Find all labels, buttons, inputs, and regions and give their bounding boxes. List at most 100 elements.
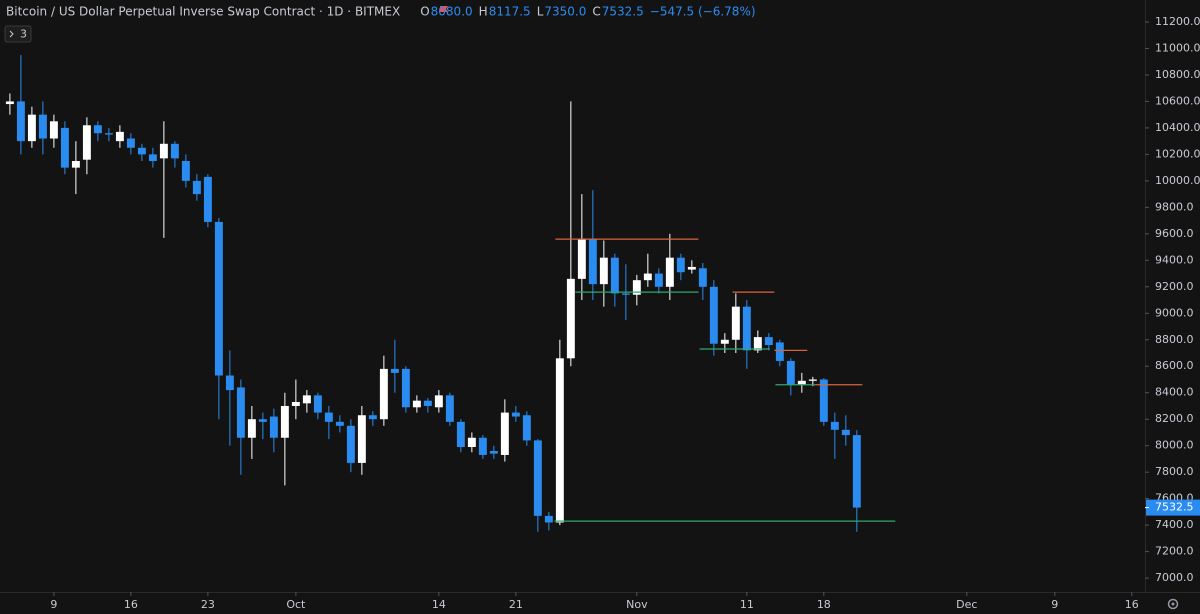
plot-area xyxy=(5,55,896,532)
y-tick-label: 8400.0 xyxy=(1155,386,1194,399)
candle-body xyxy=(764,337,773,346)
candle-body xyxy=(71,161,80,168)
candle-body xyxy=(511,412,520,417)
candle-body xyxy=(214,221,223,376)
candle-body xyxy=(478,437,487,455)
candle-body xyxy=(676,257,685,273)
candle-body xyxy=(280,405,289,438)
x-tick-label: Oct xyxy=(286,598,306,611)
candle-body xyxy=(148,154,157,162)
gear-icon[interactable] xyxy=(1167,598,1179,610)
x-tick-label: 16 xyxy=(124,598,138,611)
x-tick-label: 18 xyxy=(817,598,831,611)
candle-body xyxy=(819,379,828,422)
x-tick-label: 14 xyxy=(432,598,446,611)
candle-body xyxy=(775,342,784,361)
candle-body xyxy=(456,421,465,448)
candle-body xyxy=(379,368,388,420)
candle-body xyxy=(203,176,212,222)
indicator-count: 3 xyxy=(20,28,27,41)
candle-body xyxy=(445,395,454,422)
candle-body xyxy=(423,400,432,406)
candle-body xyxy=(5,101,14,105)
y-tick-label: 7800.0 xyxy=(1155,465,1194,478)
candle-body xyxy=(181,161,190,181)
candle-body xyxy=(170,143,179,159)
ohlc-value: 8117.5 xyxy=(489,5,531,19)
candle-body xyxy=(841,429,850,436)
candle-body xyxy=(731,306,740,340)
candle-body xyxy=(38,114,47,139)
candle-body xyxy=(247,419,256,438)
exchange-flag xyxy=(440,6,448,12)
settings-gear[interactable] xyxy=(1167,598,1179,610)
x-tick-label: 21 xyxy=(509,598,523,611)
candle-body xyxy=(522,415,531,441)
candle-body xyxy=(16,101,25,142)
y-tick-label: 7000.0 xyxy=(1155,571,1194,584)
indicator-toggle[interactable]: 3 xyxy=(4,25,32,43)
y-tick-label: 10600.0 xyxy=(1155,94,1200,107)
y-tick-label: 10800.0 xyxy=(1155,68,1200,81)
y-tick-label: 8600.0 xyxy=(1155,359,1194,372)
candle-body xyxy=(324,412,333,422)
x-tick-label: Nov xyxy=(626,598,648,611)
ohlc-key: L xyxy=(537,5,544,19)
y-tick-label: 9400.0 xyxy=(1155,253,1194,266)
candle-body xyxy=(533,440,542,516)
candle-body xyxy=(225,375,234,391)
candle-body xyxy=(621,293,630,295)
candle-body xyxy=(313,395,322,413)
candle-body xyxy=(401,368,410,408)
candle-body xyxy=(808,379,817,381)
x-tick-label: 16 xyxy=(1125,598,1139,611)
candle-body xyxy=(27,114,36,142)
ohlc-key: C xyxy=(592,5,600,19)
last-price-badge: 7532.5 xyxy=(1145,499,1200,516)
candle-body xyxy=(159,143,168,159)
indicator-button[interactable] xyxy=(4,25,32,43)
candle-body xyxy=(698,268,707,287)
y-tick-label: 7400.0 xyxy=(1155,518,1194,531)
gear-center xyxy=(1171,602,1175,606)
candle-body xyxy=(346,425,355,463)
candle-body xyxy=(368,415,377,420)
candle-body xyxy=(291,401,300,406)
candle-body xyxy=(665,257,674,287)
candle-body xyxy=(302,395,311,404)
candle-body xyxy=(104,133,113,135)
candle-body xyxy=(126,138,135,148)
last-price-box xyxy=(1146,499,1200,516)
chevron xyxy=(9,30,14,38)
candle-body xyxy=(753,337,762,351)
symbol-title: Bitcoin / US Dollar Perpetual Inverse Sw… xyxy=(6,5,400,19)
candle-body xyxy=(588,239,597,285)
candle-body xyxy=(599,257,608,285)
candle-body xyxy=(192,180,201,195)
candle-body xyxy=(236,387,245,438)
x-tick-label: 23 xyxy=(201,598,215,611)
ohlc-value: 8080.0 xyxy=(431,5,473,19)
candle-body xyxy=(489,450,498,454)
y-tick-label: 10200.0 xyxy=(1155,147,1200,160)
x-tick-label: 9 xyxy=(50,598,57,611)
candle-body xyxy=(632,280,641,295)
ohlc-key: O xyxy=(420,5,429,19)
y-tick-label: 9800.0 xyxy=(1155,200,1194,213)
x-tick-label: Dec xyxy=(956,598,977,611)
candle-body xyxy=(709,286,718,344)
candle-body xyxy=(269,416,278,438)
candle-body xyxy=(654,273,663,287)
candle-body xyxy=(467,437,476,448)
y-tick-label: 7200.0 xyxy=(1155,545,1194,558)
last-price-label: 7532.5 xyxy=(1155,501,1194,514)
candle-body xyxy=(500,412,509,455)
y-tick-label: 8800.0 xyxy=(1155,333,1194,346)
header: Bitcoin / US Dollar Perpetual Inverse Sw… xyxy=(6,5,756,19)
candle-body xyxy=(93,125,102,134)
ohlc-key: H xyxy=(479,5,488,19)
candle-body xyxy=(412,400,421,408)
candle-body xyxy=(544,515,553,523)
